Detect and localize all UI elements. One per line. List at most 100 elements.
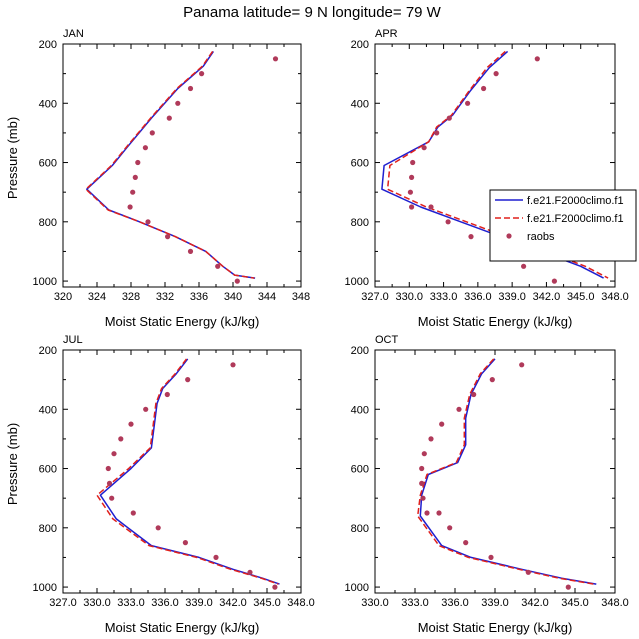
x-tick-label-oct: 336.0 (441, 597, 469, 609)
raobs-point-oct (471, 391, 477, 398)
raobs-point-jan (142, 145, 148, 151)
raobs-point-jan (165, 234, 171, 240)
raobs-point-apr (521, 263, 527, 269)
y-tick-label-apr: 400 (351, 98, 369, 110)
raobs-point-apr (428, 204, 434, 210)
x-tick-label-jan: 320 (54, 291, 72, 303)
y-tick-label-oct: 200 (351, 345, 369, 357)
raobs-point-apr (407, 189, 413, 195)
y-tick-label-apr: 1000 (345, 276, 369, 288)
raobs-point-oct (519, 362, 525, 368)
x-tick-label-jul: 342.0 (219, 597, 247, 609)
x-axis-label-apr: Moist Static Energy (kJ/kg) (418, 314, 573, 329)
y-tick-label-jan: 600 (39, 158, 57, 170)
raobs-point-oct (463, 540, 469, 546)
y-tick-label-jan: 1000 (33, 276, 57, 288)
raobs-point-oct (565, 584, 571, 590)
x-tick-label-jul: 333.0 (117, 597, 145, 609)
raobs-point-apr (446, 115, 452, 121)
panel-title-jul: JUL (63, 334, 83, 346)
x-tick-label-apr: 336.0 (464, 291, 492, 303)
raobs-point-oct (420, 495, 426, 501)
raobs-point-apr (434, 130, 440, 136)
raobs-point-jul (230, 362, 236, 368)
raobs-point-oct (436, 510, 442, 516)
x-tick-label-apr: 348.0 (601, 291, 629, 303)
legend-label-raobs: raobs (527, 231, 555, 243)
raobs-point-apr (534, 56, 540, 62)
y-axis-label-jan: Pressure (mb) (5, 117, 20, 199)
y-tick-label-jul: 400 (39, 404, 57, 416)
panel-jul: JUL Moist Static Energy (kJ/kg) Pressure… (5, 334, 315, 635)
raobs-point-oct (421, 451, 427, 457)
raobs-point-oct (419, 465, 425, 472)
panel-title-oct: OCT (375, 334, 399, 346)
x-tick-label-jan: 328 (122, 291, 140, 303)
x-tick-label-jan: 348 (292, 291, 310, 303)
raobs-point-jul (164, 391, 170, 398)
x-tick-label-jul: 330.0 (83, 597, 111, 609)
raobs-point-jan (135, 159, 141, 166)
raobs-point-jan (149, 130, 155, 136)
raobs-point-jan (272, 56, 279, 62)
y-tick-label-apr: 800 (351, 217, 369, 229)
y-tick-label-oct: 800 (351, 523, 369, 535)
y-tick-label-jan: 200 (39, 39, 57, 51)
raobs-point-apr (409, 174, 415, 180)
raobs-point-apr (481, 85, 487, 92)
raobs-point-jan (187, 248, 194, 254)
legend: f.e21.F2000climo.f1 f.e21.F2000climo.f1 … (489, 189, 637, 262)
x-tick-label-jul: 345.0 (253, 597, 281, 609)
raobs-point-apr (468, 234, 474, 240)
raobs-point-oct (456, 406, 462, 412)
x-tick-label-apr: 330.0 (396, 291, 424, 303)
x-tick-label-jan: 332 (156, 291, 174, 303)
raobs-point-jul (247, 569, 253, 575)
x-tick-label-jan: 340 (224, 291, 242, 303)
x-axis-label-oct: Moist Static Energy (kJ/kg) (418, 620, 573, 635)
raobs-point-jul (213, 554, 219, 561)
x-tick-label-apr: 327.0 (361, 291, 389, 303)
legend-label-red: f.e21.F2000climo.f1 (527, 213, 624, 225)
x-tick-label-oct: 345.0 (561, 597, 589, 609)
x-axis-label-jul: Moist Static Energy (kJ/kg) (105, 620, 260, 635)
legend-swatch-raobs (506, 233, 512, 239)
panel-apr: APR Moist Static Energy (kJ/kg) 327.0 330… (345, 28, 629, 329)
raobs-point-oct (439, 421, 445, 427)
raobs-point-apr (465, 100, 471, 106)
y-tick-label-oct: 400 (351, 404, 369, 416)
series-line-red-oct (416, 358, 594, 585)
x-tick-label-apr: 345.0 (567, 291, 595, 303)
y-tick-label-jul: 1000 (33, 582, 57, 594)
raobs-point-jul (143, 406, 149, 412)
raobs-point-oct (447, 525, 453, 531)
raobs-point-jan (130, 189, 136, 195)
raobs-point-jul (185, 377, 191, 383)
raobs-point-apr (551, 278, 558, 284)
raobs-point-jul (105, 465, 111, 472)
x-tick-label-jan: 324 (88, 291, 106, 303)
y-tick-label-oct: 600 (351, 464, 369, 476)
raobs-point-jul (106, 480, 113, 486)
y-tick-label-jul: 200 (39, 345, 57, 357)
raobs-point-apr (445, 219, 451, 225)
x-tick-label-oct: 342.0 (521, 597, 549, 609)
series-line-blue-jul (99, 358, 280, 585)
y-tick-label-jan: 400 (39, 98, 57, 110)
raobs-point-apr (421, 145, 427, 151)
y-tick-label-jul: 800 (39, 523, 57, 535)
x-tick-label-jul: 339.0 (185, 597, 213, 609)
raobs-point-jan (127, 204, 133, 210)
raobs-point-oct (489, 377, 495, 383)
y-axis-label-jul: Pressure (mb) (5, 423, 20, 505)
panel-jan: JAN Moist Static Energy (kJ/kg) Pressure… (5, 28, 310, 329)
raobs-point-jan (145, 219, 151, 225)
raobs-point-jul (155, 525, 161, 531)
raobs-point-apr (410, 159, 416, 166)
x-tick-label-oct: 333.0 (401, 597, 429, 609)
raobs-point-jul (128, 421, 134, 427)
y-tick-label-apr: 200 (351, 39, 369, 51)
x-tick-label-jul: 348.0 (287, 597, 315, 609)
x-tick-label-jan: 344 (258, 291, 276, 303)
